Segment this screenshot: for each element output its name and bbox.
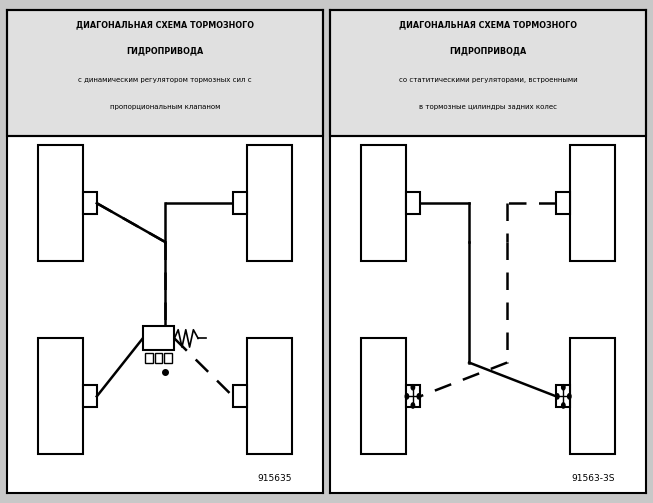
- Text: пропорциональным клапаном: пропорциональным клапаном: [110, 104, 220, 110]
- Circle shape: [411, 403, 415, 408]
- Text: ГИДРОПРИВОДА: ГИДРОПРИВОДА: [449, 47, 527, 56]
- Text: с динамическим регулятором тормозных сил с: с динамическим регулятором тормозных сил…: [78, 77, 251, 83]
- Bar: [39, 339, 82, 454]
- Circle shape: [562, 403, 565, 408]
- Circle shape: [411, 385, 415, 390]
- Bar: [247, 339, 292, 454]
- Circle shape: [417, 394, 421, 399]
- Bar: [82, 192, 97, 214]
- Bar: [406, 385, 420, 407]
- Circle shape: [406, 394, 409, 399]
- Bar: [155, 353, 163, 363]
- Text: ДИАГОНАЛЬНАЯ СХЕМА ТОРМОЗНОГО: ДИАГОНАЛЬНАЯ СХЕМА ТОРМОЗНОГО: [399, 20, 577, 29]
- Circle shape: [562, 385, 565, 390]
- Text: в тормозные цилиндры задних колес: в тормозные цилиндры задних колес: [419, 104, 557, 110]
- Text: со статитическими регуляторами, встроенными: со статитическими регуляторами, встроенн…: [399, 77, 577, 83]
- Bar: [247, 145, 292, 261]
- Bar: [82, 385, 97, 407]
- Text: ГИДРОПРИВОДА: ГИДРОПРИВОДА: [126, 47, 204, 56]
- Text: ДИАГОНАЛЬНАЯ СХЕМА ТОРМОЗНОГО: ДИАГОНАЛЬНАЯ СХЕМА ТОРМОЗНОГО: [76, 20, 254, 29]
- Bar: [7, 10, 323, 136]
- Bar: [406, 192, 420, 214]
- Text: 91563-3S: 91563-3S: [571, 474, 615, 483]
- Bar: [233, 192, 247, 214]
- Bar: [362, 145, 406, 261]
- Circle shape: [556, 394, 559, 399]
- Bar: [233, 385, 247, 407]
- Bar: [145, 353, 153, 363]
- Bar: [362, 339, 406, 454]
- Circle shape: [567, 394, 571, 399]
- Text: 915635: 915635: [257, 474, 291, 483]
- Bar: [330, 10, 646, 136]
- Bar: [39, 145, 82, 261]
- Bar: [143, 326, 174, 351]
- Bar: [165, 353, 172, 363]
- Bar: [556, 192, 571, 214]
- Bar: [556, 385, 571, 407]
- Bar: [571, 145, 615, 261]
- Bar: [571, 339, 615, 454]
